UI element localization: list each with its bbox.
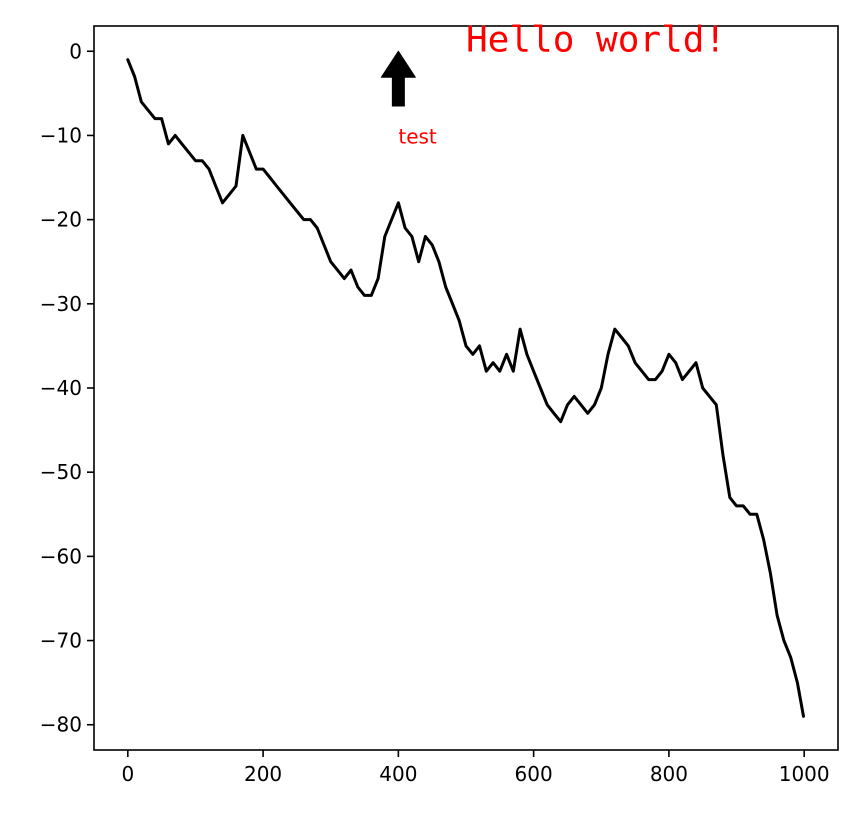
y-tick-label: −10	[40, 123, 82, 147]
y-tick-label: −30	[40, 292, 82, 316]
x-tick-label: 0	[121, 762, 134, 786]
y-tick-label: −80	[40, 713, 82, 737]
annotation-test-label: test	[398, 124, 437, 148]
y-tick-label: −70	[40, 629, 82, 653]
y-tick-label: −50	[40, 460, 82, 484]
annotation-arrow	[380, 50, 416, 107]
series-line-0	[126, 58, 805, 718]
annotation-layer: test Hello world!	[380, 19, 726, 148]
x-tick-label: 1000	[779, 762, 830, 786]
y-tick-label: 0	[69, 39, 82, 63]
x-axis: 0 200 400 600 800 1000	[121, 750, 830, 786]
y-tick-label: −20	[40, 208, 82, 232]
x-tick-label: 800	[650, 762, 688, 786]
y-tick-label: −60	[40, 544, 82, 568]
series-layer	[126, 58, 805, 718]
plot-frame	[93, 25, 839, 751]
y-tick-label: −40	[40, 376, 82, 400]
y-axis: 0 −10 −20 −30 −40 −50 −60 −70 −80	[40, 39, 94, 737]
annotation-hello-label: Hello world!	[466, 19, 726, 60]
x-tick-label: 200	[244, 762, 282, 786]
x-tick-label: 600	[515, 762, 553, 786]
x-tick-label: 400	[379, 762, 417, 786]
